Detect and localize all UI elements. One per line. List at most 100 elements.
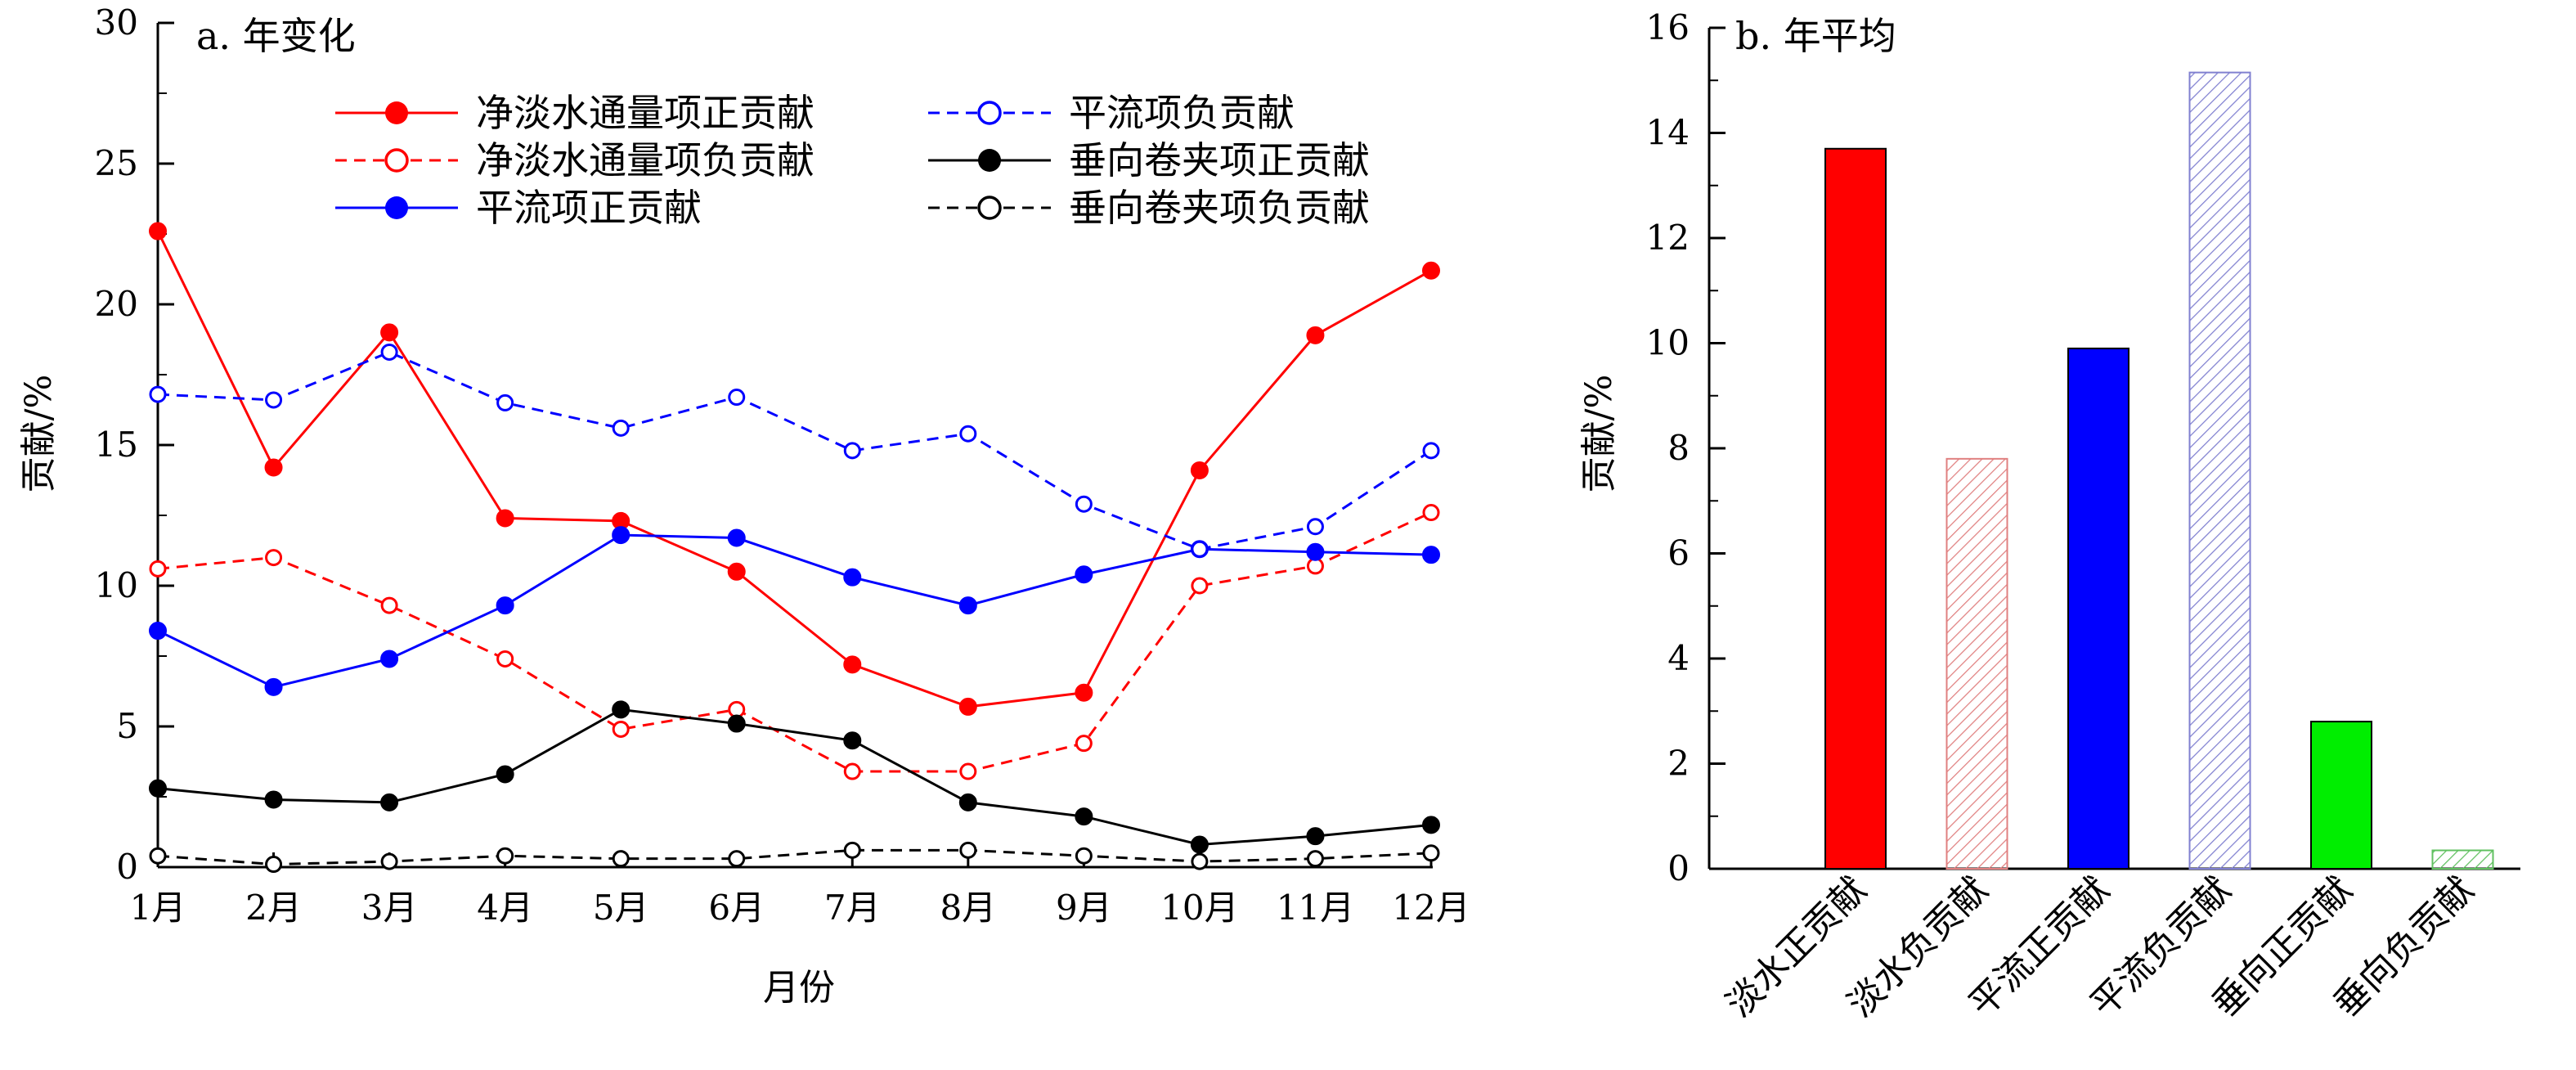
panel-a-data-point: [843, 731, 862, 750]
bar: [2067, 347, 2129, 870]
legend-label: 垂向卷夹项正贡献: [1069, 138, 1370, 182]
panel-a-data-point: [1191, 540, 1209, 558]
legend-marker-sample: [978, 149, 1001, 172]
panel-a-series-group: [149, 222, 1440, 874]
panel-a-data-point: [1306, 518, 1324, 536]
panel-a-data-point: [265, 549, 283, 567]
panel-a-data-point: [1422, 816, 1440, 834]
panel-b-y-tick-label: 14: [1646, 113, 1690, 153]
panel-a-data-point: [1306, 542, 1325, 561]
panel-a-x-tick-label: 5月: [593, 888, 649, 928]
panel-a-data-point: [149, 847, 167, 865]
panel-a-data-point: [1075, 565, 1093, 584]
panel-a-data-point: [496, 596, 514, 615]
panel-a-x-tick-label: 8月: [940, 888, 996, 928]
panel-b-y-tick-label: 10: [1646, 323, 1690, 363]
panel-a-series: [149, 700, 1440, 854]
panel-a-data-point: [380, 650, 399, 668]
panel-a-line-chart: 0 5 10 15 20 25 30 1月 2月 3月 4月 5月 6月 7月 8月 9月 10月 11月 12月…: [18, 2, 1470, 1009]
panel-a-x-tick-label: 9月: [1056, 888, 1112, 928]
panel-a-y-tick-label: 5: [116, 706, 138, 746]
panel-a-data-point: [612, 526, 631, 545]
panel-a-x-tick-label: 12月: [1392, 888, 1470, 928]
panel-a-data-point: [727, 528, 746, 547]
panel-a-series-line: [157, 511, 1432, 773]
panel-b-bars: [1824, 71, 2494, 870]
panel-a-y-tick-label: 15: [95, 425, 138, 465]
panel-b-y-tick-label: 6: [1667, 533, 1690, 573]
panel-a-series: [149, 222, 1440, 716]
panel-a-data-point: [959, 425, 977, 443]
bar: [2310, 721, 2372, 870]
panel-a-y-tick-label: 25: [95, 143, 138, 183]
panel-a-data-point: [380, 793, 399, 811]
panel-a-data-point: [265, 391, 283, 409]
legend-marker-sample: [384, 148, 409, 173]
panel-a-data-point: [1422, 261, 1440, 280]
panel-a-data-point: [612, 720, 630, 738]
legend-label: 净淡水通量项正贡献: [476, 91, 815, 135]
panel-a-x-tick-label: 3月: [361, 888, 418, 928]
panel-a-data-point: [1306, 326, 1325, 344]
panel-a-data-point: [264, 677, 283, 696]
panel-b-y-tick-label: 4: [1667, 638, 1690, 678]
panel-a-data-point: [612, 419, 630, 437]
panel-a-data-point: [380, 852, 398, 870]
legend-marker-sample: [385, 196, 408, 219]
panel-a-data-point: [727, 562, 746, 581]
panel-a-data-point: [1075, 735, 1093, 753]
panel-a-x-tick-label: 10月: [1160, 888, 1238, 928]
panel-a-data-point: [958, 697, 977, 716]
panel-a-data-point: [843, 442, 861, 460]
panel-b-y-tick-label: 0: [1667, 848, 1690, 888]
panel-a-x-tick-label: 6月: [708, 888, 765, 928]
panel-a-data-point: [496, 509, 514, 528]
panel-a-x-tick-label: 11月: [1277, 888, 1354, 928]
panel-b-y-tick-label: 12: [1646, 218, 1690, 258]
panel-b-y-tick-label: 8: [1667, 428, 1690, 468]
legend-marker-sample: [385, 101, 408, 124]
panel-a-data-point: [149, 779, 167, 798]
legend-marker-sample: [977, 101, 1002, 125]
panel-a-data-point: [843, 655, 862, 674]
panel-a-data-point: [958, 793, 977, 811]
bar: [2188, 71, 2251, 870]
panel-a-y-tick-labels: 0 5 10 15 20 25 30: [95, 2, 138, 887]
panel-a-data-point: [612, 700, 631, 719]
panel-a-data-point: [149, 222, 167, 241]
panel-a-data-point: [728, 850, 746, 868]
panel-a-data-point: [380, 343, 398, 361]
panel-a-data-point: [959, 762, 977, 780]
panel-a-data-point: [265, 856, 283, 874]
panel-a-x-tick-label: 2月: [245, 888, 302, 928]
panel-a-series: [149, 841, 1440, 874]
panel-a-series-line: [157, 350, 1432, 551]
panel-a-y-axis-title: 贡献/%: [18, 375, 60, 493]
panel-a-data-point: [959, 841, 977, 859]
panel-a-data-point: [1190, 461, 1209, 479]
panel-a-x-tick-label: 4月: [477, 888, 533, 928]
panel-a-y-tick-label: 20: [95, 284, 138, 324]
panel-b-title: b. 年平均: [1735, 14, 1896, 58]
panel-b-y-tick-label: 2: [1667, 744, 1690, 784]
panel-a-data-point: [264, 790, 283, 809]
panel-a-data-point: [1422, 504, 1440, 522]
panel-a-data-point: [1422, 546, 1440, 564]
panel-a-series-line: [157, 533, 1432, 689]
panel-a-data-point: [1075, 847, 1093, 865]
bar: [1824, 147, 1887, 870]
panel-a-data-point: [496, 847, 514, 865]
panel-a-data-point: [149, 622, 167, 641]
panel-a-data-point: [1075, 807, 1093, 826]
panel-a-data-point: [843, 568, 862, 587]
panel-a-data-point: [380, 323, 399, 342]
panel-a-data-point: [727, 714, 746, 733]
panel-a-x-axis-title: 月份: [763, 967, 835, 1009]
panel-a-y-tick-label: 0: [116, 847, 138, 887]
panel-a-series: [149, 343, 1440, 558]
panel-b-y-tick-labels: 0 2 4 6 8 10 12 14 16: [1646, 7, 1690, 888]
panel-a-data-point: [1190, 835, 1209, 854]
legend-label: 平流项负贡献: [1069, 91, 1295, 135]
panel-a-x-tick-labels: 1月 2月 3月 4月 5月 6月 7月 8月 9月 10月 11月 12月: [130, 888, 1470, 928]
